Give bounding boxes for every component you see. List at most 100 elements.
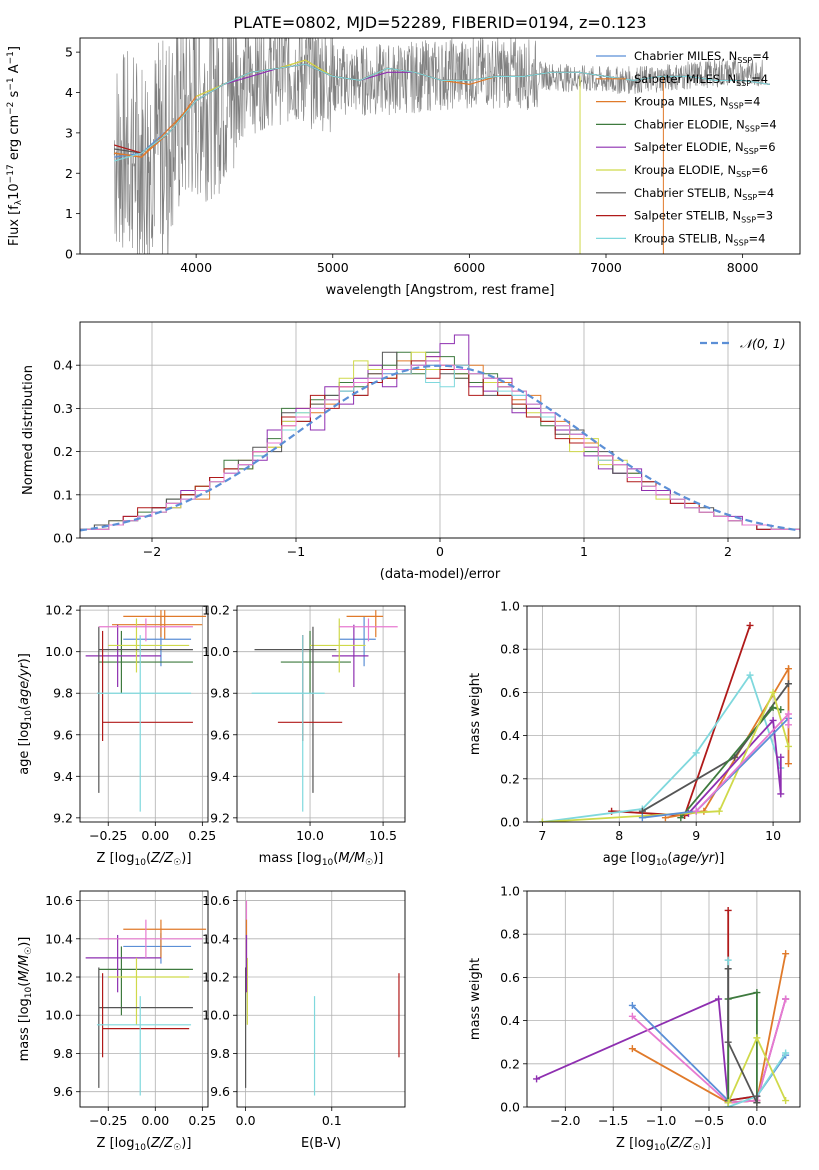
x-tick-label: −2 — [143, 544, 161, 559]
legend-label-value: =3 — [756, 209, 773, 223]
axes-frame — [236, 890, 406, 1108]
weight-point-marker — [724, 956, 732, 964]
y-axis-label-part: ☉ — [24, 947, 34, 955]
weight-point-marker — [724, 1038, 732, 1046]
y-tick-label: 9.4 — [53, 769, 73, 784]
clipped-marks — [251, 610, 398, 812]
weight-point-marker — [538, 818, 546, 822]
y-axis-label-part: ( — [17, 982, 32, 987]
legend-label-subscript: SSP — [736, 170, 751, 179]
y-tick-label: 10.0 — [45, 1008, 73, 1023]
x-axis-label-part: Z/Z — [670, 1136, 694, 1151]
plot-area — [527, 605, 800, 823]
y-tick-label: 0.0 — [500, 1100, 520, 1115]
legend-label-text: Salpeter MILES, N — [634, 72, 736, 86]
y-axis-label-part: Flux [f — [7, 205, 22, 246]
x-tick-label: 4000 — [180, 260, 212, 275]
x-axis-label-part: Z/Z — [150, 1136, 174, 1151]
axes-frame — [526, 605, 801, 823]
weight-point-marker — [753, 1034, 761, 1042]
weight-point-marker — [782, 1097, 790, 1105]
weight-point-marker — [715, 995, 723, 1003]
legend-label-value: =6 — [759, 140, 776, 154]
legend-label-value: =4 — [749, 231, 766, 245]
x-tick-label: 0.00 — [141, 1113, 169, 1128]
legend-label-value: =4 — [752, 49, 769, 63]
y-axis-label: Flux [fλ10−17 erg cm−2 s−1 A−1] — [6, 46, 24, 246]
panel-mass-vs-ebv: 0.0 0.1 9.6 9.8 10.0 10.2 10.4 10.6 E(B-V) — [202, 890, 406, 1151]
x-axis-label-part: ( — [665, 1136, 670, 1151]
axes-frame — [79, 321, 801, 539]
x-axis-label-part: Z [log — [97, 851, 135, 866]
panel-age-vs-z: −0.25 0.00 0.259.29.49.69.810.010.2Z [log1… — [17, 603, 216, 868]
weight-point-marker — [784, 760, 792, 768]
x-axis-label-part: ( — [667, 851, 672, 866]
histogram-step — [80, 360, 800, 538]
x-tick-label: 0.1 — [322, 1113, 342, 1128]
x-axis-label-part: M/M — [338, 851, 365, 866]
x-axis-label-part: mass [log — [259, 851, 322, 866]
x-tick-label: 0 — [436, 544, 444, 559]
legend-label-value: =4 — [760, 117, 777, 131]
legend-label-value: =6 — [751, 163, 768, 177]
x-axis-label-part: ☉ — [173, 858, 181, 868]
x-tick-label: 0.0 — [236, 1113, 256, 1128]
y-axis-label: mass [log10(M/M☉)] — [17, 937, 34, 1062]
legend-label-value: =4 — [751, 72, 768, 86]
x-tick-label: 0.00 — [141, 828, 169, 843]
y-axis-label-part: λ — [14, 199, 24, 205]
y-tick-label: 0 — [65, 247, 73, 262]
panel-weight-vs-z: −2.0 −1.5 −1.0 −0.5 0.0 0.0 0.2 0.4 0.6 0.8 1.0 Z [… — [468, 884, 801, 1153]
legend-label-subscript: SSP — [741, 216, 756, 225]
x-tick-label: 9 — [692, 828, 700, 843]
x-axis-label-part: )] — [181, 851, 191, 866]
weight-point-marker — [782, 995, 790, 1003]
x-tick-label: 10.5 — [369, 828, 397, 843]
x-tick-label: 10.0 — [296, 828, 324, 843]
y-axis-label-part: −17 — [6, 164, 16, 183]
weight-point-marker — [692, 807, 700, 815]
y-tick-label: 3 — [65, 125, 73, 140]
y-tick-label: 4 — [65, 85, 73, 100]
y-axis-label-part: age [log — [17, 722, 32, 775]
y-tick-label: 9.2 — [210, 810, 230, 825]
x-axis-label-part: ( — [146, 1136, 151, 1151]
clipped-marks — [80, 334, 800, 538]
x-tick-label: 8 — [615, 828, 623, 843]
x-axis-label-part: )] — [714, 851, 724, 866]
y-axis-label-part: 10 — [24, 986, 34, 998]
legend-label-text: Salpeter ELODIE, N — [634, 140, 744, 154]
x-axis-label-part: ( — [333, 851, 338, 866]
y-axis-label-part: s — [7, 90, 22, 101]
x-tick-label: −0.5 — [694, 1113, 724, 1128]
y-tick-label: 0.0 — [53, 531, 73, 546]
x-axis-label-part: wavelength [Angstrom, rest frame] — [326, 283, 555, 298]
legend-label-text: Kroupa MILES, N — [634, 95, 729, 109]
clipped-marks — [85, 610, 207, 812]
y-tick-label: 9.8 — [53, 1046, 73, 1061]
weight-series-line — [611, 625, 751, 817]
x-tick-label: 0.0 — [747, 1113, 767, 1128]
y-tick-label: 9.8 — [210, 686, 230, 701]
x-tick-label: −1.5 — [598, 1113, 628, 1128]
y-tick-label: 10.2 — [45, 603, 73, 618]
x-axis-label-part: age/yr — [672, 851, 715, 866]
model-series-line — [114, 63, 770, 162]
y-tick-label: 10.4 — [45, 931, 73, 946]
x-axis-label: E(B-V) — [301, 1136, 341, 1151]
axes-frame — [79, 37, 801, 255]
x-tick-label: −2.0 — [550, 1113, 580, 1128]
weight-point-marker — [628, 1012, 636, 1020]
legend-label-value: =4 — [757, 186, 774, 200]
weight-point-marker — [628, 1001, 636, 1009]
y-tick-label: 9.4 — [210, 769, 230, 784]
y-tick-label: 1 — [65, 206, 73, 221]
legend-label-text: Kroupa ELODIE, N — [634, 163, 736, 177]
y-axis-label-part: 10 — [24, 710, 34, 722]
x-axis-label-part: age [log — [603, 851, 656, 866]
x-axis-label-part: 10 — [134, 1143, 146, 1153]
x-axis-label-part: E(B-V) — [301, 1136, 341, 1151]
x-axis-label: wavelength [Angstrom, rest frame] — [326, 283, 555, 298]
plot-area — [80, 606, 208, 822]
